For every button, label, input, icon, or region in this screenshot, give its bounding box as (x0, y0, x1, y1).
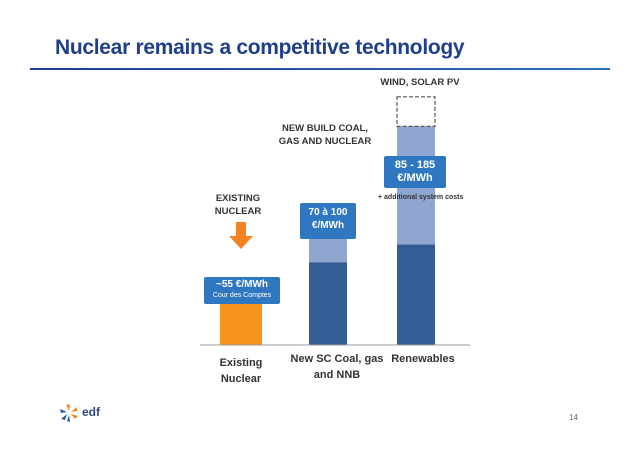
bar-base-renewables (397, 244, 435, 345)
category-label-renewables: Renewables (391, 353, 455, 365)
logo-text: edf (82, 405, 100, 419)
bar-extension-dashed-renewables (396, 96, 436, 127)
slide-title: Nuclear remains a competitive technology (55, 36, 465, 59)
bar-base-new-build (309, 262, 347, 345)
label-wind-solar: WIND, SOLAR PV (380, 77, 460, 88)
value-existing-source: Cour des Comptes (212, 292, 272, 299)
value-existing-main: ~55 €/MWh (216, 279, 268, 290)
value-box-new-build: 70 à 100 €/MWh (300, 203, 356, 239)
label-existing-nuclear: EXISTING NUCLEAR (214, 193, 262, 217)
label-new-build: NEW BUILD COAL, GAS AND NUCLEAR (278, 123, 372, 147)
value-box-renewables: 85 - 185 €/MWh (384, 156, 446, 188)
category-label-existing: Existing Nuclear (219, 357, 263, 385)
category-label-new-build: New SC Coal, gas and NNB (290, 353, 384, 381)
value-box-existing: ~55 €/MWh Cour des Comptes (204, 277, 280, 304)
title-underline (30, 68, 610, 70)
down-arrow-icon (229, 222, 253, 249)
additional-costs-note: + additional system costs (378, 194, 464, 201)
page-number: 14 (569, 413, 578, 422)
edf-logo-icon (60, 404, 78, 422)
